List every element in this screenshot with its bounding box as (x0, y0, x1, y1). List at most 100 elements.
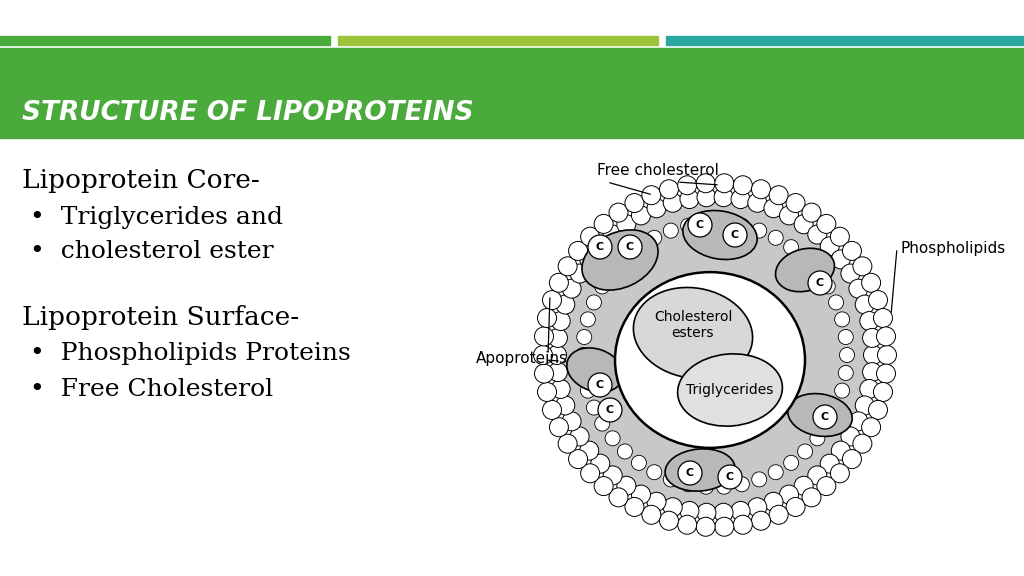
Circle shape (632, 456, 646, 471)
Circle shape (562, 412, 581, 431)
Text: C: C (726, 472, 734, 482)
Circle shape (580, 441, 599, 460)
Circle shape (642, 505, 660, 524)
Circle shape (748, 194, 767, 213)
Circle shape (820, 454, 840, 473)
Circle shape (538, 309, 556, 328)
Circle shape (873, 382, 893, 401)
Text: Free cholesterol: Free cholesterol (597, 163, 719, 178)
Circle shape (591, 454, 610, 473)
Circle shape (575, 347, 591, 362)
Text: C: C (596, 380, 604, 390)
Circle shape (558, 257, 578, 276)
Circle shape (769, 505, 788, 524)
Circle shape (570, 427, 589, 446)
Circle shape (580, 250, 599, 269)
Circle shape (817, 214, 836, 233)
Circle shape (570, 264, 589, 283)
Circle shape (647, 230, 662, 245)
Circle shape (538, 382, 556, 401)
Text: C: C (816, 278, 824, 288)
Circle shape (853, 434, 871, 453)
Circle shape (609, 488, 628, 507)
Circle shape (783, 456, 799, 471)
Circle shape (664, 194, 682, 213)
Circle shape (664, 223, 678, 238)
Circle shape (734, 218, 750, 233)
Text: C: C (821, 412, 829, 422)
Circle shape (831, 441, 850, 460)
Circle shape (551, 312, 570, 331)
Circle shape (696, 517, 715, 536)
Text: C: C (731, 230, 739, 240)
Circle shape (714, 188, 733, 207)
Text: •  Phospholipids Proteins: • Phospholipids Proteins (30, 342, 351, 365)
Circle shape (558, 434, 578, 453)
Ellipse shape (615, 272, 805, 448)
Circle shape (603, 466, 623, 485)
Circle shape (828, 400, 844, 415)
Circle shape (752, 223, 767, 238)
Circle shape (764, 199, 783, 218)
Circle shape (616, 476, 636, 495)
Ellipse shape (678, 354, 782, 426)
Text: Triglycerides: Triglycerides (686, 383, 774, 397)
Circle shape (632, 240, 646, 255)
Circle shape (609, 203, 628, 222)
Circle shape (664, 498, 682, 517)
Circle shape (840, 347, 854, 362)
Circle shape (808, 466, 826, 485)
Circle shape (678, 461, 702, 485)
Ellipse shape (557, 201, 872, 509)
Circle shape (779, 206, 799, 225)
Circle shape (581, 383, 595, 398)
Bar (666, 36, 1024, 45)
Circle shape (659, 180, 679, 199)
Circle shape (717, 479, 731, 494)
Circle shape (549, 328, 567, 347)
Ellipse shape (665, 449, 735, 491)
Circle shape (594, 476, 613, 495)
Circle shape (688, 213, 712, 237)
Circle shape (861, 418, 881, 437)
Circle shape (678, 176, 696, 195)
Circle shape (802, 488, 821, 507)
Text: •  Triglycerides and: • Triglycerides and (30, 206, 283, 229)
Circle shape (868, 400, 888, 419)
Circle shape (714, 503, 733, 522)
Circle shape (860, 380, 879, 399)
Bar (0, 36, 330, 45)
Circle shape (680, 502, 699, 521)
Text: C: C (606, 405, 614, 415)
Circle shape (830, 227, 849, 246)
Circle shape (860, 312, 879, 331)
Circle shape (841, 264, 860, 283)
Circle shape (783, 240, 799, 255)
Circle shape (591, 237, 610, 256)
Circle shape (769, 185, 788, 204)
Text: C: C (696, 220, 705, 230)
Circle shape (835, 312, 850, 327)
Circle shape (588, 373, 612, 397)
Text: Cholesterol
esters: Cholesterol esters (653, 310, 732, 340)
Ellipse shape (634, 287, 753, 378)
Circle shape (873, 309, 893, 328)
Circle shape (616, 215, 636, 234)
Circle shape (577, 329, 592, 344)
Text: Apoproteins: Apoproteins (476, 351, 568, 366)
Circle shape (535, 364, 554, 383)
Circle shape (798, 444, 813, 459)
Circle shape (534, 346, 553, 365)
Circle shape (605, 264, 621, 279)
Circle shape (843, 241, 861, 260)
Circle shape (820, 237, 840, 256)
Circle shape (556, 396, 574, 415)
Circle shape (618, 235, 642, 259)
Circle shape (681, 477, 695, 492)
Circle shape (603, 225, 623, 244)
Ellipse shape (567, 348, 624, 392)
Circle shape (647, 492, 666, 511)
Circle shape (550, 418, 568, 437)
Circle shape (733, 516, 753, 534)
Circle shape (587, 400, 601, 415)
